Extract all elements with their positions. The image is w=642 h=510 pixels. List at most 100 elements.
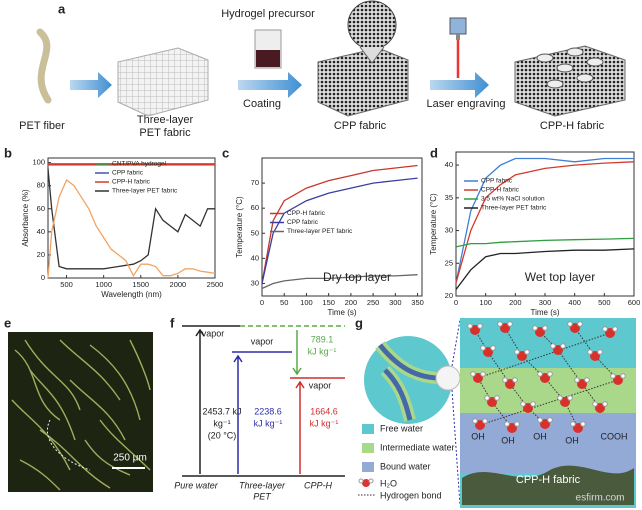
x-tick-label: 300: [539, 298, 552, 307]
oxygen: [570, 323, 580, 333]
legend-label: 3.5 wt% NaCl solution: [481, 196, 545, 203]
hydrogen: [570, 421, 576, 427]
x-tick-label: 50: [280, 298, 288, 307]
y-axis-label: Absorbance (%): [21, 189, 30, 247]
legend-label: Hydrogen bond: [380, 490, 442, 500]
label: Three-layer: [137, 114, 194, 126]
water-schematic: [358, 318, 636, 508]
x-label: CPP-H: [304, 480, 333, 490]
hydrogen: [484, 395, 490, 401]
series-line: [47, 178, 216, 279]
label: CPP fabric: [334, 120, 387, 132]
hydrogen: [610, 373, 616, 379]
watermark: esfirm.com: [576, 493, 625, 504]
hydrogen: [512, 377, 518, 383]
annotation: Dry top layer: [323, 270, 391, 284]
x-axis-label: Wavelength (nm): [101, 290, 162, 299]
scale-bar-label: 250 μm: [113, 453, 147, 464]
hydrogen: [472, 418, 478, 424]
hydrogen: [480, 371, 486, 377]
hydrogen-bond: [491, 401, 513, 429]
hydrogen: [602, 326, 608, 332]
series-line: [455, 157, 634, 284]
hydrogen: [497, 321, 503, 327]
x-tick-label: 1000: [95, 280, 112, 289]
value-label: 2238.6: [254, 406, 282, 416]
oxygen: [577, 379, 587, 389]
hydrogen: [597, 349, 603, 355]
legend-label: CPP fabric: [481, 178, 513, 185]
oxygen: [487, 397, 497, 407]
hydrogen: [584, 377, 590, 383]
label: vapor: [251, 336, 274, 346]
hydrogen: [587, 349, 593, 355]
hydrogen-bond: [594, 355, 619, 381]
x-tick-label: 100: [300, 298, 313, 307]
x-tick-label: 400: [568, 298, 581, 307]
x-tick-label: 500: [60, 280, 73, 289]
fabric-label: CPP-H fabric: [516, 474, 581, 486]
series-line: [455, 248, 635, 290]
label: vapor: [202, 328, 225, 338]
energy-diagram: [182, 325, 345, 477]
x-tick-label: 500: [598, 298, 611, 307]
hydrogen: [547, 417, 553, 423]
legend-label: H₂O: [380, 478, 397, 488]
hydrogen: [550, 343, 556, 349]
oxygen: [573, 423, 583, 433]
label: Laser engraving: [427, 98, 506, 110]
panel-label: a: [58, 1, 66, 16]
y-tick-label: 50: [251, 228, 259, 237]
label: Coating: [243, 98, 281, 110]
group-label: OH: [471, 431, 485, 441]
oxygen: [475, 420, 485, 430]
legend-label: Intermediate water: [380, 442, 455, 452]
y-axis-label: Temperature (°C): [235, 196, 244, 258]
legend-label: CPP fabric: [287, 219, 319, 226]
x-label: PET: [253, 491, 272, 501]
x-axis-label: Time (s): [530, 308, 559, 317]
y-tick-label: 30: [445, 226, 453, 235]
series-line: [47, 168, 215, 270]
hydrogen: [567, 395, 573, 401]
x-tick-label: 150: [322, 298, 335, 307]
legend-label: CPP-H fabric: [287, 210, 326, 217]
group-label: OH: [533, 431, 547, 441]
y-tick-label: 20: [37, 250, 45, 259]
legend-label: CNT/PVA hydrogel: [112, 161, 167, 168]
panel-label: g: [355, 315, 363, 330]
hydrogen: [504, 421, 510, 427]
oxygen: [553, 345, 563, 355]
hydrogen: [542, 325, 548, 331]
hydrogen: [574, 377, 580, 383]
hydrogen: [524, 349, 530, 355]
group-label: OH: [501, 435, 515, 445]
y-tick-label: 80: [37, 181, 45, 190]
panel-a-drawing: [36, 0, 626, 117]
y-tick-label: 60: [251, 203, 259, 212]
molecules: [467, 321, 626, 433]
hydrogen: [547, 371, 553, 377]
legend-label: CPP fabric: [112, 170, 144, 177]
label: vapor: [309, 380, 332, 390]
hydrogen: [620, 373, 626, 379]
panel-label: f: [170, 315, 175, 330]
hydrogen: [602, 401, 608, 407]
y-tick-label: 70: [251, 178, 259, 187]
series-line: [455, 237, 635, 248]
value-label: kJ kg⁻¹: [310, 418, 339, 428]
group-label: OH: [565, 435, 579, 445]
label: PET fiber: [19, 120, 65, 132]
x-tick-label: 2000: [170, 280, 187, 289]
value-label: (20 °C): [208, 430, 237, 440]
x-tick-label: 200: [509, 298, 522, 307]
legend-label: Bound water: [380, 461, 431, 471]
hydrogen: [612, 326, 618, 332]
oxygen: [595, 403, 605, 413]
group-label: COOH: [601, 431, 628, 441]
oxygen: [540, 373, 550, 383]
x-label: Pure water: [174, 480, 219, 490]
value-label: 2453.7 kJ: [202, 406, 241, 416]
series-line: [261, 177, 418, 284]
